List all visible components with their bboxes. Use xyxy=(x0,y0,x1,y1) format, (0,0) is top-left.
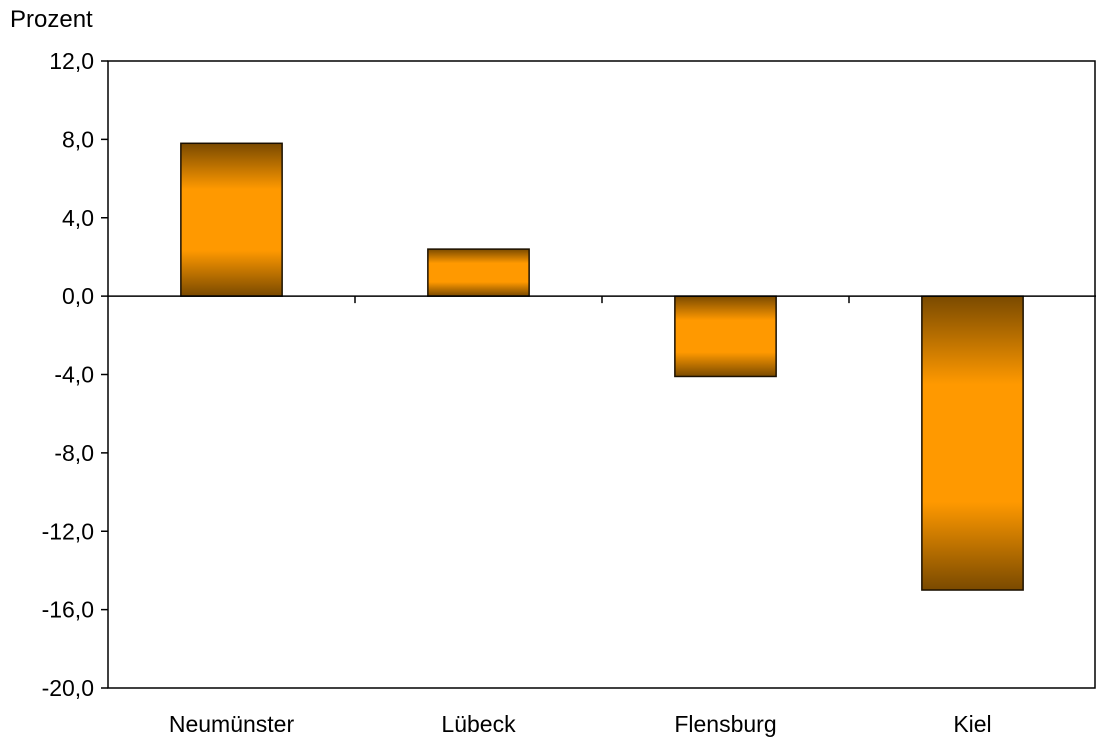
bar-4 xyxy=(921,295,1024,591)
y-axis-unit-label: Prozent xyxy=(10,6,93,33)
x-category-label: Kiel xyxy=(953,711,991,737)
bar-3 xyxy=(674,295,777,378)
y-tick-label: -16,0 xyxy=(42,597,94,623)
x-category-label: Neumünster xyxy=(169,711,295,737)
bar-2 xyxy=(427,248,530,297)
y-tick-label: 0,0 xyxy=(62,283,94,309)
bars-layer xyxy=(180,142,1024,591)
x-category-label: Flensburg xyxy=(674,711,776,737)
y-tick-label: -20,0 xyxy=(42,675,94,701)
x-category-label: Lübeck xyxy=(441,711,516,737)
y-tick-label: -4,0 xyxy=(54,362,94,388)
y-tick-label: 12,0 xyxy=(49,48,94,74)
y-tick-label: -12,0 xyxy=(42,518,94,544)
y-tick-label: 4,0 xyxy=(62,205,94,231)
labels-layer: 12,0 8,0 4,0 0,0 -4,0 -8,0 -12,0 -16,0 -20,0 Neum… xyxy=(42,48,992,737)
y-tick-label: -8,0 xyxy=(54,440,94,466)
axes-layer xyxy=(101,60,1096,689)
y-tick-label: 8,0 xyxy=(62,126,94,152)
bar-1 xyxy=(180,142,283,297)
